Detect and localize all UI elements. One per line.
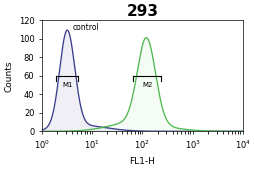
X-axis label: FL1-H: FL1-H [129,157,155,166]
Title: 293: 293 [126,4,158,19]
Y-axis label: Counts: Counts [4,60,13,91]
Text: control: control [72,23,99,32]
Text: M2: M2 [142,82,152,88]
Text: M1: M1 [62,82,72,88]
